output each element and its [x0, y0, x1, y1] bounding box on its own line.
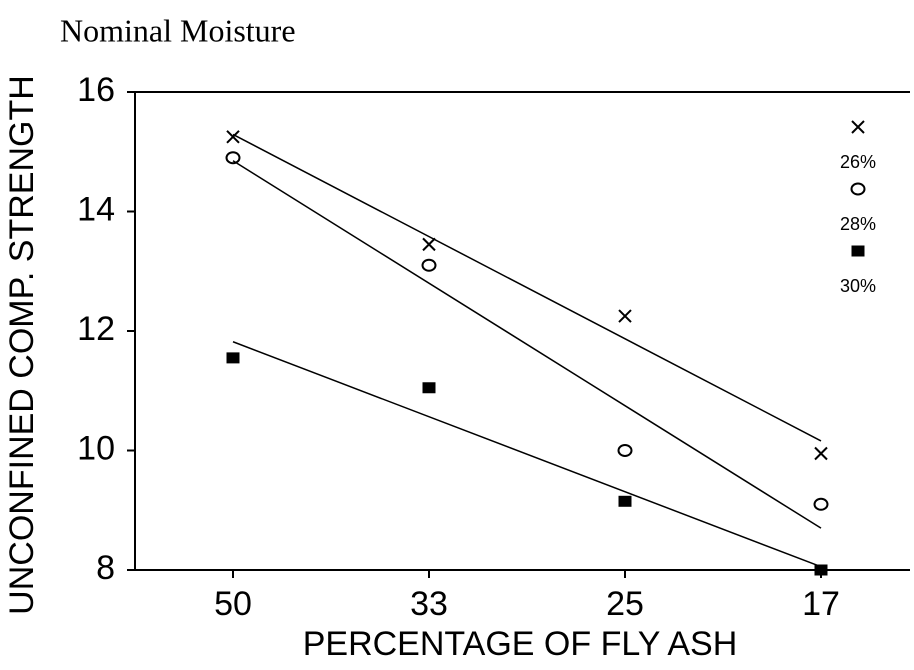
- marker-x: [226, 130, 240, 144]
- marker-circle: [813, 497, 829, 511]
- marker-circle: [421, 258, 437, 272]
- marker-x: [851, 120, 865, 134]
- chart-title: Nominal Moisture: [60, 12, 296, 48]
- marker-x: [422, 237, 436, 252]
- x-tick-label: 25: [606, 585, 644, 623]
- marker-square: [851, 245, 865, 257]
- marker-circle: [225, 151, 241, 165]
- x-tick-label: 17: [802, 585, 840, 623]
- marker-square: [226, 352, 240, 364]
- marker-square: [814, 564, 828, 576]
- marker-circle: [617, 444, 633, 457]
- marker-x: [618, 309, 632, 323]
- trend-line: [232, 341, 822, 568]
- marker-square: [618, 495, 632, 507]
- legend-label: 28%: [840, 214, 876, 234]
- y-tick-label: 14: [77, 190, 115, 228]
- x-tick-label: 33: [410, 585, 448, 623]
- marker-square: [422, 382, 436, 394]
- y-tick-label: 12: [77, 310, 115, 348]
- y-tick-label: 10: [77, 429, 115, 467]
- x-tick-label: 50: [214, 585, 252, 623]
- marker-circle: [850, 182, 866, 196]
- legend-label: 30%: [840, 276, 876, 296]
- trend-line: [232, 160, 822, 529]
- y-tick-label: 8: [96, 549, 115, 587]
- x-axis-title: PERCENTAGE OF FLY ASH: [303, 625, 738, 663]
- trend-line: [232, 133, 822, 442]
- marker-x: [814, 446, 828, 461]
- y-tick-label: 16: [77, 71, 115, 109]
- legend-label: 26%: [840, 152, 876, 172]
- y-axis-title: UNCONFINED COMP. STRENGTH: [3, 75, 41, 615]
